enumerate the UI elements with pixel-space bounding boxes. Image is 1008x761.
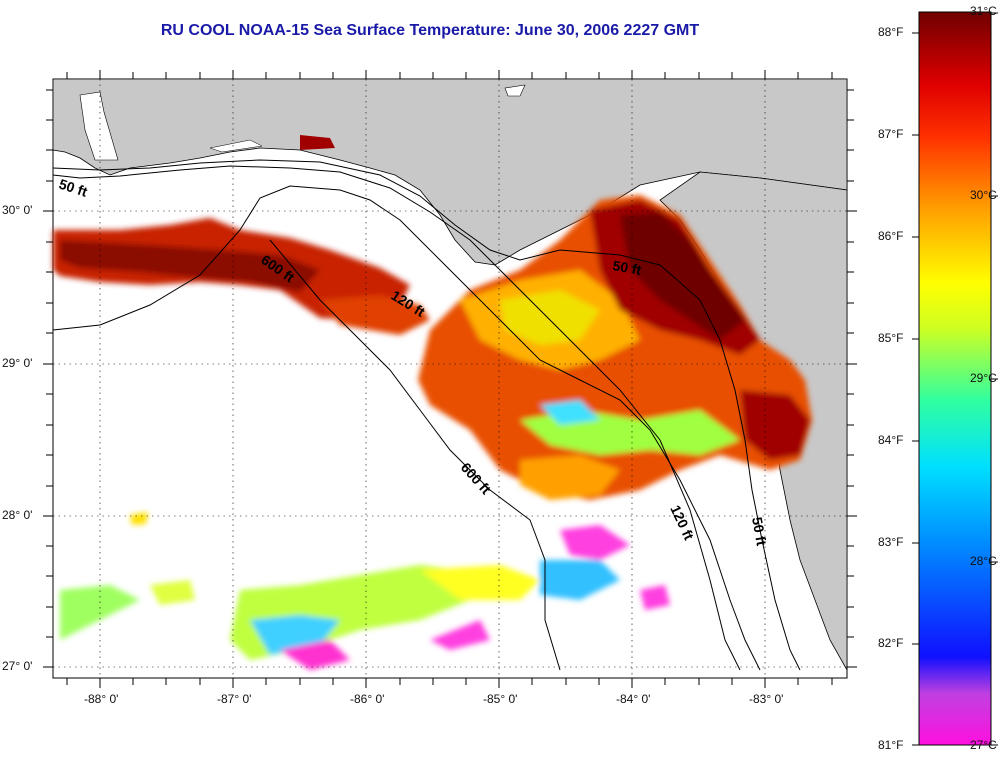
cb-f-82: 82°F xyxy=(878,636,904,650)
lat-label-27: 27° 0' xyxy=(2,659,33,673)
cb-c-30: 30°C xyxy=(970,188,997,202)
cb-f-88: 88°F xyxy=(878,25,904,39)
lat-label-30: 30° 0' xyxy=(2,203,33,217)
lon-label-87: -87° 0' xyxy=(217,692,252,706)
depth-contours xyxy=(52,159,801,671)
cb-f-81: 81°F xyxy=(878,738,904,752)
cb-f-84: 84°F xyxy=(878,433,904,447)
cb-f-83: 83°F xyxy=(878,535,904,549)
land-north xyxy=(52,78,848,266)
depth-label-50ft-east: 50 ft xyxy=(611,257,642,278)
lat-label-28: 28° 0' xyxy=(2,508,33,522)
tick-marks xyxy=(43,70,857,688)
cb-c-27: 27°C xyxy=(970,738,997,752)
graticule xyxy=(53,79,847,678)
cb-c-31: 31°C xyxy=(970,4,997,18)
lat-label-29: 29° 0' xyxy=(2,356,33,370)
depth-label-50ft-south: 50 ft xyxy=(749,516,770,547)
lon-label-86: -86° 0' xyxy=(350,692,385,706)
sst-data xyxy=(53,195,812,670)
cb-f-87: 87°F xyxy=(878,127,904,141)
lon-label-88: -88° 0' xyxy=(84,692,119,706)
lon-label-83: -83° 0' xyxy=(749,692,784,706)
cb-f-86: 86°F xyxy=(878,229,904,243)
cb-c-28: 28°C xyxy=(970,554,997,568)
map-title: RU COOL NOAA-15 Sea Surface Temperature:… xyxy=(160,22,700,39)
lon-label-85: -85° 0' xyxy=(483,692,518,706)
cb-f-85: 85°F xyxy=(878,331,904,345)
colorbar-ticks xyxy=(912,12,998,746)
colorbar xyxy=(918,11,992,746)
lon-label-84: -84° 0' xyxy=(616,692,651,706)
cb-c-29: 29°C xyxy=(970,371,997,385)
